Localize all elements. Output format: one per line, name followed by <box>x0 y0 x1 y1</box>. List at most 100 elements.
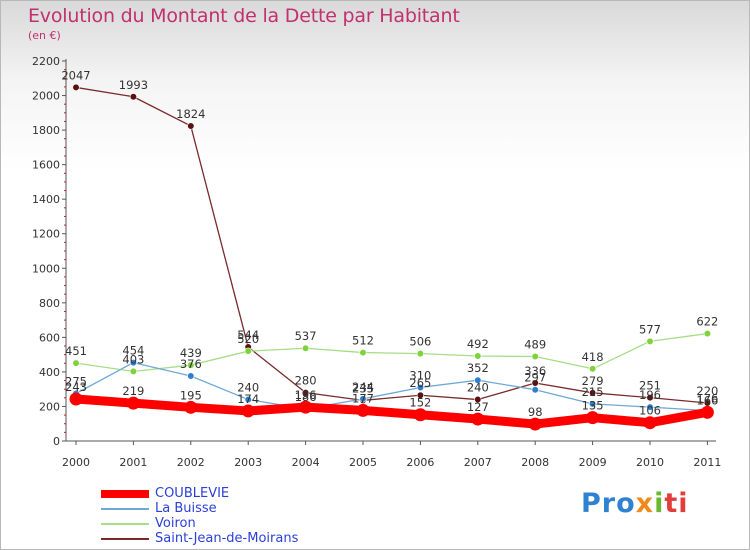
data-point <box>69 392 83 406</box>
data-label: 279 <box>582 374 604 388</box>
legend-label: Saint-Jean-de-Moirans <box>155 531 299 546</box>
data-point <box>187 372 195 380</box>
data-point <box>129 93 137 101</box>
legend-item: Voiron <box>101 516 298 531</box>
y-tick-label: 200 <box>39 400 60 413</box>
x-tick-label: 2010 <box>636 456 664 469</box>
legend-label: COUBLEVIE <box>155 486 230 501</box>
legend: COUBLEVIE La Buisse Voiron Saint-Jean-de-Mo… <box>101 486 298 546</box>
data-point <box>126 396 140 410</box>
data-point <box>474 395 482 404</box>
data-label: 439 <box>180 346 202 360</box>
data-label: 244 <box>352 380 374 394</box>
data-point <box>474 352 482 360</box>
y-tick-label: 800 <box>39 297 60 310</box>
y-tick-label: 0 <box>53 435 60 448</box>
y-tick-label: 1200 <box>32 228 60 241</box>
data-label: 186 <box>295 390 317 404</box>
y-tick-label: 1400 <box>32 193 60 206</box>
data-label: 512 <box>352 334 374 348</box>
data-label: 215 <box>582 385 604 399</box>
data-point <box>588 365 597 373</box>
legend-swatch <box>101 522 149 525</box>
data-label: 265 <box>409 376 431 390</box>
data-point <box>646 337 654 345</box>
data-label: 195 <box>180 388 202 402</box>
y-tick-label: 1600 <box>32 159 60 172</box>
data-label: 336 <box>524 364 546 378</box>
data-point <box>700 405 714 419</box>
data-point <box>643 416 657 430</box>
data-point <box>299 400 313 414</box>
data-point <box>416 350 425 358</box>
data-label: 506 <box>409 335 431 349</box>
x-tick-label: 2005 <box>349 456 377 469</box>
data-point <box>359 348 367 357</box>
x-tick-label: 2001 <box>119 456 147 469</box>
data-label: 275 <box>65 375 87 389</box>
data-point <box>474 376 482 384</box>
data-point <box>416 383 425 392</box>
data-label: 240 <box>467 381 489 395</box>
data-label: 297 <box>524 371 546 385</box>
legend-item: La Buisse <box>101 501 298 516</box>
x-tick-label: 2000 <box>62 456 90 469</box>
y-tick-label: 400 <box>39 366 60 379</box>
data-label: 177 <box>352 391 374 405</box>
data-point <box>646 394 654 402</box>
y-tick-label: 1000 <box>32 262 60 275</box>
data-point <box>703 329 712 338</box>
y-tick-label: 2200 <box>32 55 60 68</box>
data-label: 489 <box>524 338 546 352</box>
series-line-coublevie <box>71 394 712 429</box>
data-label: 310 <box>409 368 431 382</box>
data-label: 240 <box>237 381 259 395</box>
legend-swatch <box>101 489 149 498</box>
chart-title: Evolution du Montant de la Dette par Hab… <box>28 5 460 27</box>
data-point <box>531 386 539 394</box>
legend-item: Saint-Jean-de-Moirans <box>101 531 298 546</box>
data-label: 106 <box>639 404 661 418</box>
data-label: 127 <box>467 400 489 414</box>
data-point <box>187 122 195 130</box>
data-point <box>302 389 310 397</box>
x-tick-label: 2009 <box>579 456 607 469</box>
data-point <box>72 83 80 92</box>
x-tick-label: 2002 <box>177 456 205 469</box>
x-tick-label: 2011 <box>693 456 721 469</box>
data-point <box>187 361 195 369</box>
data-label: 454 <box>122 344 144 358</box>
y-tick-label: 1800 <box>32 124 60 137</box>
data-label: 520 <box>237 332 259 346</box>
data-label: 166 <box>696 393 718 407</box>
data-label: 418 <box>582 350 604 364</box>
x-tick-label: 2004 <box>292 456 320 469</box>
legend-label: La Buisse <box>155 501 217 516</box>
data-point <box>129 367 137 375</box>
data-label: 352 <box>467 361 489 375</box>
data-label: 219 <box>122 384 144 398</box>
data-label: 376 <box>180 357 202 371</box>
data-label: 196 <box>639 388 661 402</box>
data-label: 1824 <box>176 107 205 121</box>
data-label: 403 <box>122 352 144 366</box>
proxiti-logo: Proxiti <box>581 488 689 519</box>
data-label: 196 <box>295 388 317 402</box>
data-label: 492 <box>467 337 489 351</box>
series-line-voiron <box>75 332 709 373</box>
legend-swatch <box>101 507 149 510</box>
data-point <box>413 408 427 422</box>
data-label: 174 <box>237 392 259 406</box>
data-point <box>588 400 597 408</box>
data-point <box>72 359 80 367</box>
data-label: 451 <box>65 344 87 358</box>
data-point <box>241 404 255 418</box>
data-label: 537 <box>295 329 317 343</box>
legend-label: Voiron <box>155 516 196 531</box>
data-point <box>588 389 597 397</box>
x-tick-label: 2008 <box>521 456 549 469</box>
data-point <box>528 417 542 431</box>
series-line-saint-jean-de-moirans <box>75 86 709 404</box>
